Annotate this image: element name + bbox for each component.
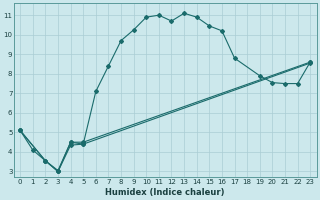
X-axis label: Humidex (Indice chaleur): Humidex (Indice chaleur) xyxy=(106,188,225,197)
